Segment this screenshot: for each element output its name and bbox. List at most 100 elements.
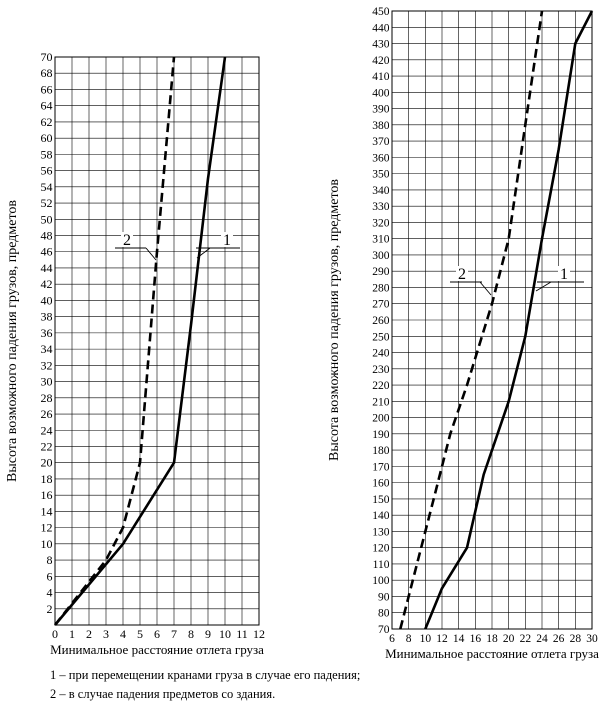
y-tick-label: 68 — [41, 66, 53, 80]
y-tick-label: 36 — [41, 326, 53, 340]
footnote-1: 1 – при перемещении кранами груза в случ… — [50, 668, 361, 682]
y-tick-label: 42 — [41, 277, 53, 291]
y-tick-label: 62 — [41, 115, 53, 129]
y-tick-label: 80 — [378, 608, 390, 620]
y-tick-label: 340 — [372, 185, 390, 197]
y-tick-label: 140 — [372, 510, 390, 522]
y-tick-label: 180 — [372, 445, 390, 457]
y-tick-label: 26 — [41, 407, 53, 421]
y-tick-label: 200 — [372, 413, 390, 425]
series-callout-label-2: 2 — [458, 266, 466, 283]
footnote-2: 2 – в случае падения предметов со здания… — [50, 687, 276, 701]
callout-leader — [535, 281, 552, 292]
y-tick-label: 14 — [41, 504, 53, 518]
y-tick-label: 410 — [372, 71, 390, 83]
plot-frame — [391, 10, 593, 630]
y-tick-label: 70 — [41, 50, 53, 64]
y-axis-label: Высота возможного падения грузов, предме… — [5, 200, 20, 482]
x-tick-label: 14 — [453, 633, 465, 645]
y-tick-label: 34 — [41, 342, 53, 356]
y-tick-label: 16 — [41, 488, 53, 502]
x-tick-label: 4 — [120, 627, 126, 641]
y-tick-label: 420 — [372, 55, 390, 67]
y-tick-label: 44 — [41, 261, 53, 275]
x-tick-label: 1 — [69, 627, 75, 641]
series-callout-label-2: 2 — [123, 232, 131, 249]
x-tick-label: 8 — [406, 633, 412, 645]
y-tick-label: 20 — [41, 456, 53, 470]
y-tick-label: 24 — [41, 423, 53, 437]
x-tick-label: 5 — [137, 627, 143, 641]
y-tick-label: 400 — [372, 87, 390, 99]
x-tick-label: 22 — [520, 633, 532, 645]
y-tick-label: 450 — [372, 6, 390, 18]
x-tick-label: 18 — [486, 633, 498, 645]
plot-frame — [54, 56, 260, 626]
y-tick-label: 210 — [372, 396, 390, 408]
y-tick-label: 150 — [372, 494, 390, 506]
y-tick-label: 58 — [41, 147, 53, 161]
x-tick-label: 20 — [503, 633, 515, 645]
series-line-1-solid — [54, 56, 227, 626]
callout-label-bg — [221, 232, 233, 247]
y-tick-label: 60 — [41, 131, 53, 145]
y-tick-label: 48 — [41, 229, 53, 243]
y-tick-label: 380 — [372, 120, 390, 132]
callout-label-bg — [456, 266, 468, 281]
y-tick-label: 12 — [41, 521, 53, 535]
x-tick-label: 12 — [253, 627, 265, 641]
x-tick-label: 30 — [586, 633, 598, 645]
y-tick-label: 64 — [41, 99, 53, 113]
y-tick-label: 270 — [372, 299, 390, 311]
y-tick-label: 370 — [372, 136, 390, 148]
y-tick-label: 54 — [41, 180, 53, 194]
y-tick-label: 22 — [41, 439, 53, 453]
series-callout-label-1: 1 — [560, 266, 568, 283]
y-tick-label: 32 — [41, 358, 53, 372]
callout-leader — [479, 281, 492, 296]
y-tick-label: 320 — [372, 217, 390, 229]
y-tick-label: 300 — [372, 250, 390, 262]
chart-left: 2468101214161820222426283032343638404244… — [5, 50, 265, 657]
series-line-1-solid — [424, 10, 594, 630]
x-tick-label: 10 — [420, 633, 432, 645]
y-tick-label: 70 — [378, 624, 390, 636]
x-tick-label: 12 — [436, 633, 448, 645]
x-tick-label: 10 — [219, 627, 231, 641]
x-tick-label: 11 — [236, 627, 248, 641]
y-tick-label: 100 — [372, 575, 390, 587]
y-tick-label: 290 — [372, 266, 390, 278]
y-axis-label: Высота возможного падения грузов, предме… — [327, 179, 342, 461]
y-tick-label: 66 — [41, 82, 53, 96]
y-tick-label: 90 — [378, 591, 390, 603]
y-tick-label: 240 — [372, 348, 390, 360]
y-tick-label: 30 — [41, 375, 53, 389]
y-tick-label: 52 — [41, 196, 53, 210]
y-tick-label: 220 — [372, 380, 390, 392]
x-axis-label: Минимальное расстояние отлета груза — [50, 642, 264, 657]
y-tick-label: 430 — [372, 39, 390, 51]
y-tick-label: 160 — [372, 478, 390, 490]
callout-leader — [196, 247, 211, 259]
x-tick-label: 9 — [205, 627, 211, 641]
y-tick-label: 8 — [47, 553, 53, 567]
y-tick-label: 130 — [372, 526, 390, 538]
y-tick-label: 18 — [41, 472, 53, 486]
x-tick-label: 24 — [536, 633, 548, 645]
y-tick-label: 120 — [372, 543, 390, 555]
y-tick-label: 6 — [47, 569, 53, 583]
y-tick-label: 110 — [373, 559, 390, 571]
y-tick-label: 250 — [372, 331, 390, 343]
x-tick-label: 6 — [389, 633, 395, 645]
x-tick-label: 26 — [553, 633, 565, 645]
x-tick-label: 16 — [470, 633, 482, 645]
y-tick-label: 46 — [41, 245, 53, 259]
y-tick-label: 230 — [372, 364, 390, 376]
callout-label-bg — [558, 266, 570, 281]
series-line-2-dashed — [399, 10, 544, 630]
y-tick-label: 360 — [372, 152, 390, 164]
y-tick-label: 28 — [41, 391, 53, 405]
y-tick-label: 2 — [47, 602, 53, 616]
y-tick-label: 440 — [372, 22, 390, 34]
